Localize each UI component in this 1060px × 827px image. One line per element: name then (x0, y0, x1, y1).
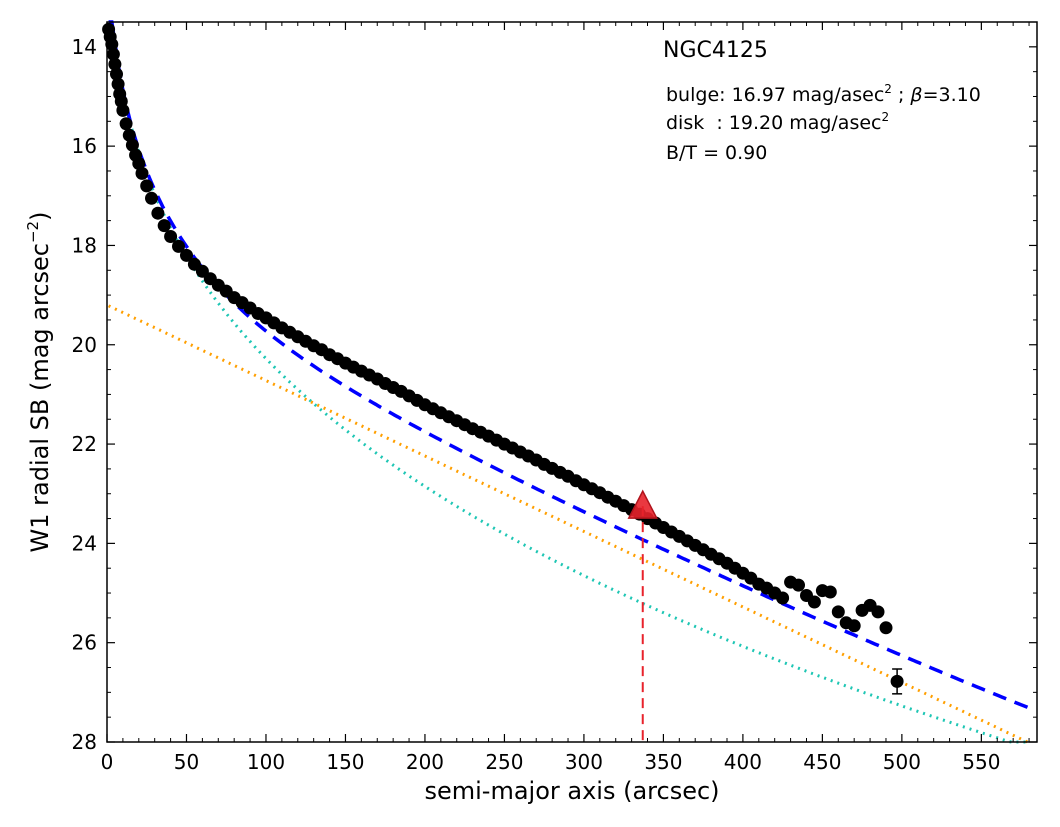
y-axis-label: W1 radial SB (mag arcsec−2) (24, 212, 54, 553)
data-point (122, 128, 136, 142)
total-model-line (108, 20, 1029, 709)
data-point (831, 605, 845, 619)
data-point (164, 230, 178, 243)
x-tick-label: 550 (962, 750, 1000, 774)
data-point (157, 219, 171, 233)
y-tick-label: 26 (72, 631, 97, 655)
data-point (132, 157, 146, 170)
disk-model-line (107, 304, 1029, 744)
y-tick-label: 14 (72, 35, 97, 59)
data-point (105, 37, 119, 51)
data-point (119, 117, 133, 131)
y-tick-label: 16 (72, 134, 97, 158)
y-tick-label: 18 (72, 233, 97, 257)
data-point (180, 248, 193, 262)
data-point (106, 47, 120, 61)
data-point (172, 239, 185, 253)
x-tick-label: 100 (247, 750, 285, 774)
data-point (125, 138, 139, 152)
x-tick-label: 50 (174, 750, 199, 774)
y-tick-label: 24 (72, 531, 97, 555)
data-point (116, 103, 130, 117)
y-tick-label: 22 (72, 432, 97, 456)
plot-frame (106, 21, 1038, 743)
y-tick-label: 20 (72, 333, 97, 357)
x-tick-label: 300 (565, 750, 603, 774)
x-tick-label: 500 (883, 750, 921, 774)
chart-title: NGC4125 (663, 38, 768, 63)
bulge-model-line (108, 20, 1028, 744)
data-point (111, 77, 125, 91)
data-point (151, 206, 165, 220)
y-tick-label: 28 (72, 730, 97, 754)
data-point (823, 585, 837, 599)
disk-annotation: disk : 19.20 mag/asec2 (666, 110, 889, 134)
x-tick-label: 400 (724, 750, 762, 774)
data-point (792, 578, 805, 592)
marker-triangle (627, 489, 658, 519)
data-point (807, 595, 821, 609)
x-tick-label: 450 (803, 750, 841, 774)
data-point (108, 57, 122, 71)
data-point (847, 619, 861, 633)
data-point (871, 605, 885, 619)
x-tick-label: 200 (406, 750, 444, 774)
data-point (776, 591, 790, 605)
x-tick-label: 150 (326, 750, 364, 774)
data-point (110, 67, 123, 81)
x-tick-label: 350 (644, 750, 682, 774)
bt-ratio-annotation: B/T = 0.90 (666, 142, 767, 164)
x-tick-label: 250 (485, 750, 523, 774)
data-point (140, 179, 154, 193)
data-point (145, 191, 158, 205)
bulge-annotation: bulge: 16.97 mag/asec2 ; β=3.10 (666, 82, 981, 106)
x-tick-label: 0 (101, 750, 114, 774)
x-axis-label: semi-major axis (arcsec) (424, 777, 719, 805)
data-point (135, 166, 149, 180)
data-point (879, 621, 893, 635)
